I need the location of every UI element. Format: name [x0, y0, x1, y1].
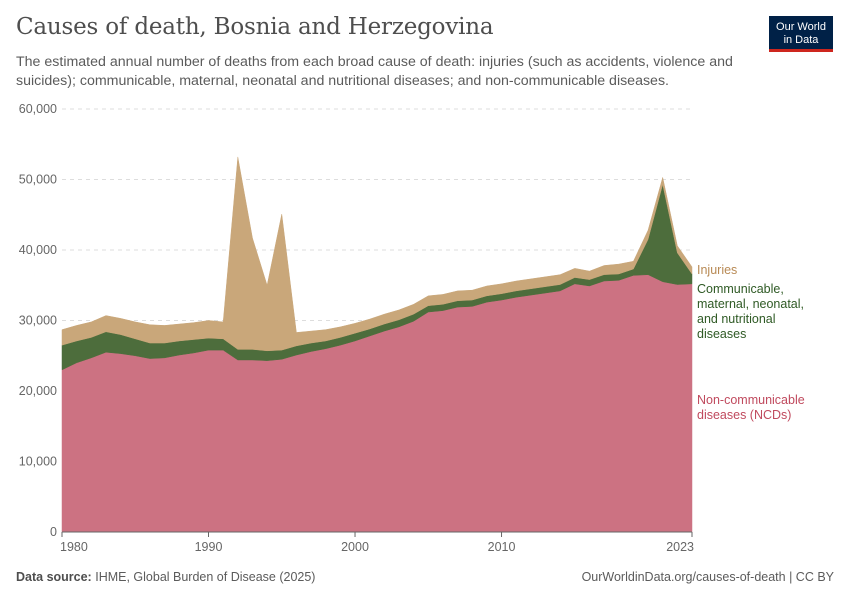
- data-source-label: Data source:: [16, 570, 92, 584]
- x-tick-label: 1990: [195, 540, 223, 554]
- series-label: Injuries: [697, 263, 737, 277]
- chart-subtitle: The estimated annual number of deaths fr…: [16, 54, 733, 89]
- y-tick-label: 30,000: [19, 314, 57, 328]
- axes: 0 10,000 20,000 30,000 40,000 50,000 60,000 198…: [19, 102, 694, 554]
- area-non-communicable-diseases-ncds[interactable]: [61, 274, 693, 533]
- y-tick-label: 10,000: [19, 455, 57, 469]
- series-label: Non-communicable: [697, 393, 805, 407]
- y-tick-label: 40,000: [19, 243, 57, 257]
- logo-line-1: Our World: [776, 21, 826, 33]
- y-tick-label: 60,000: [19, 102, 57, 116]
- x-tick-label: 2000: [341, 540, 369, 554]
- x-tick-label: 1980: [60, 540, 88, 554]
- logo-line-2: in Data: [783, 33, 819, 46]
- series-label: diseases (NCDs): [697, 408, 791, 422]
- x-tick-label: 2023: [666, 540, 694, 554]
- data-source: Data source: IHME, Global Burden of Dise…: [16, 570, 315, 584]
- series-label: Communicable,: [697, 282, 784, 296]
- y-tick-label: 0: [50, 525, 57, 539]
- owid-logo[interactable]: Our World in Data: [769, 16, 833, 52]
- data-source-text: IHME, Global Burden of Disease (2025): [95, 570, 316, 584]
- series-label: maternal, neonatal,: [697, 297, 804, 311]
- chart-title: Causes of death, Bosnia and Herzegovina: [16, 14, 494, 40]
- y-tick-label: 50,000: [19, 173, 57, 187]
- x-tick-label: 2010: [488, 540, 516, 554]
- area-series: [61, 156, 693, 533]
- area-injuries[interactable]: [61, 156, 693, 352]
- y-tick-label: 20,000: [19, 384, 57, 398]
- source-url-link[interactable]: OurWorldinData.org/causes-of-death | CC …: [581, 570, 834, 584]
- series-label: and nutritional: [697, 312, 776, 326]
- series-label: diseases: [697, 327, 746, 341]
